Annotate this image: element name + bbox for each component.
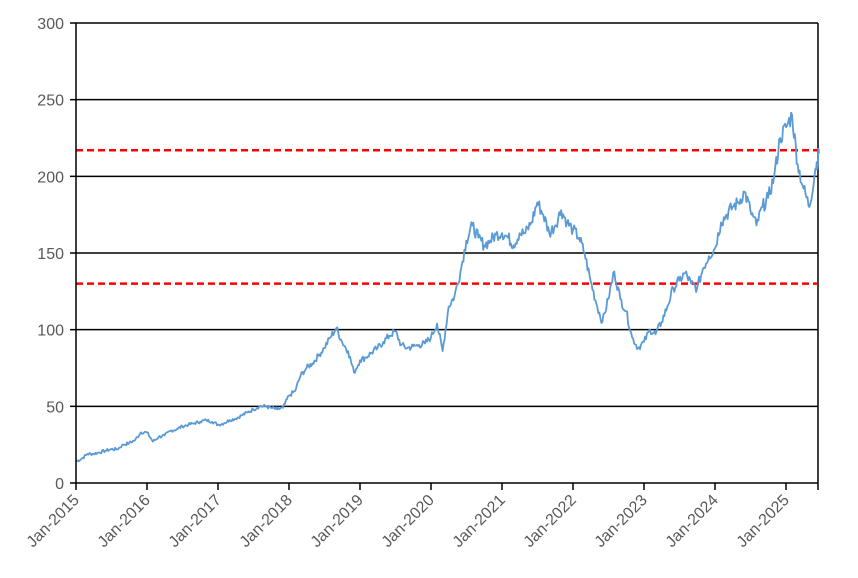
x-tick-label: Jan-2017	[166, 492, 225, 551]
y-tick-label: 300	[37, 16, 64, 33]
series-line	[75, 111, 820, 463]
x-tick-label: Jan-2024	[663, 492, 722, 551]
x-tick-label: Jan-2022	[521, 492, 580, 551]
x-tick-label: Jan-2018	[237, 492, 296, 551]
axes	[70, 22, 819, 490]
y-tick-label: 0	[55, 476, 64, 493]
x-tick-label: Jan-2016	[95, 492, 154, 551]
x-tick-label: Jan-2020	[379, 492, 438, 551]
series-layer	[75, 111, 820, 463]
y-tick-label: 150	[37, 246, 64, 263]
x-tick-labels: Jan-2015 Jan-2016 Jan-2017 Jan-2018 Jan-2019…	[24, 492, 793, 551]
x-tick-label: Jan-2025	[734, 492, 793, 551]
x-tick-label: Jan-2021	[450, 492, 509, 551]
x-tick-label: Jan-2015	[24, 492, 83, 551]
y-tick-label: 250	[37, 93, 64, 110]
y-tick-label: 100	[37, 323, 64, 340]
y-tick-label: 200	[37, 169, 64, 186]
x-tick-label: Jan-2019	[308, 492, 367, 551]
y-tick-label: 50	[46, 399, 64, 416]
gridlines	[76, 22, 819, 483]
y-tick-labels: 0 50 100 150 200 250 300	[37, 16, 64, 493]
x-tick-label: Jan-2023	[592, 492, 651, 551]
